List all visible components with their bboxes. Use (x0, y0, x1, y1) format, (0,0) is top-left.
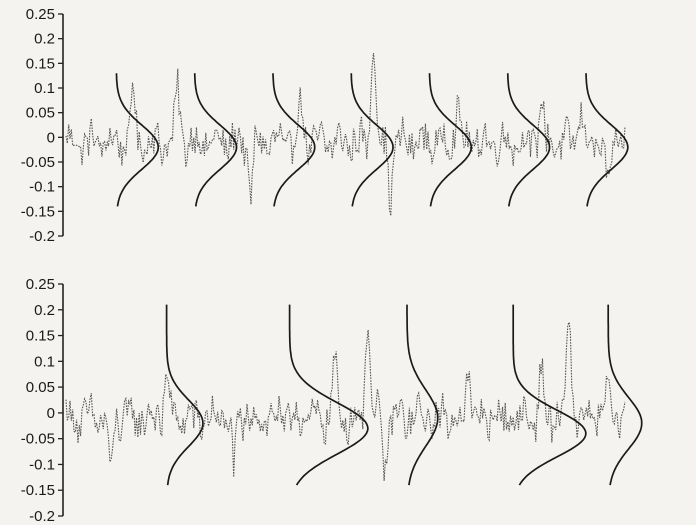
top-panel: 0.25 0.2 0.15 0.1 0.05 0 -0.05 -0.1 -0.15 -0.2 (21, 6, 629, 245)
y-tick-label: -0.2 (29, 228, 55, 245)
y-tick-label: 0 (47, 405, 55, 422)
distribution-curve (165, 304, 204, 486)
y-tick-label: -0.05 (21, 431, 55, 448)
distribution-curve (406, 304, 439, 486)
y-tick-label: 0.2 (34, 302, 55, 319)
distribution-curve (272, 73, 316, 207)
y-tick-label: 0.2 (34, 31, 55, 48)
y-tick-label: 0.15 (26, 55, 55, 72)
distribution-curve (193, 73, 238, 207)
y-tick-label: 0.25 (26, 276, 55, 293)
y-tick-label: 0.05 (26, 379, 55, 396)
distribution-curve (428, 73, 473, 207)
distribution-curve (288, 304, 369, 486)
y-tick-label: 0.1 (34, 353, 55, 370)
distribution-curve (585, 73, 629, 207)
distribution-curve (607, 304, 643, 486)
y-tick-label: 0 (47, 129, 55, 146)
bottom-panel: 0.25 0.2 0.15 0.1 0.05 0 -0.05 -0.1 -0.15 -0.2 (21, 276, 643, 525)
y-tick-label: -0.15 (21, 482, 55, 499)
distribution-curve (350, 73, 394, 207)
distribution-curve (506, 73, 551, 207)
y-tick-label: -0.2 (29, 508, 55, 525)
y-tick-label: -0.05 (21, 154, 55, 171)
y-tick-label: 0.15 (26, 328, 55, 345)
y-tick-label: 0.05 (26, 105, 55, 122)
y-tick-label: -0.1 (29, 179, 55, 196)
y-tick-label: -0.15 (21, 203, 55, 220)
y-tick-label: -0.1 (29, 456, 55, 473)
signal-trace (65, 320, 626, 481)
y-tick-label: 0.1 (34, 80, 55, 97)
distribution-curve (115, 73, 160, 207)
y-tick-label: 0.25 (26, 6, 55, 23)
distribution-curve (512, 304, 587, 486)
signal-trace (65, 52, 626, 216)
